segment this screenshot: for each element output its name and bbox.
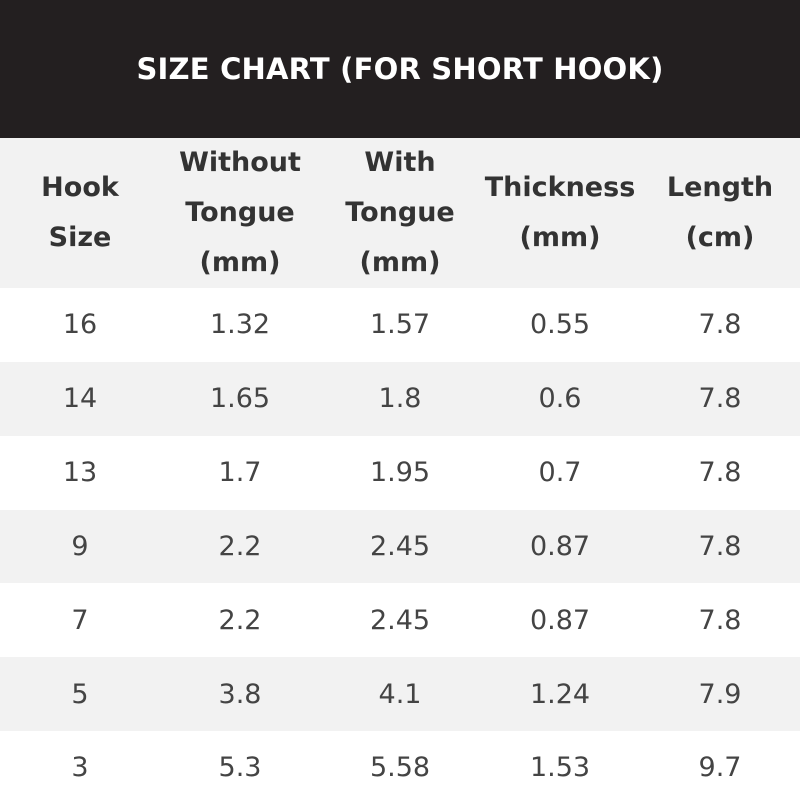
- title-bar: SIZE CHART (FOR SHORT HOOK): [0, 0, 800, 138]
- column-header-line: (cm): [685, 222, 755, 253]
- table-cell: 7.9: [698, 678, 742, 710]
- table-cell: 7.8: [698, 457, 742, 489]
- table-cell: 9.7: [698, 752, 742, 784]
- column-header-line: Tongue: [345, 197, 455, 228]
- table-cell: 2.2: [218, 604, 262, 636]
- column-header: Hook Size: [0, 138, 160, 288]
- table-row: 16 1.32 1.57 0.55 7.8: [0, 288, 800, 362]
- table-cell: 4.1: [378, 678, 422, 710]
- column-header: With Tongue (mm): [320, 138, 480, 288]
- table-cell: 0.6: [538, 383, 582, 415]
- table-cell: 1.7: [218, 457, 262, 489]
- column-header-line: With: [364, 147, 436, 178]
- table-row: 14 1.65 1.8 0.6 7.8: [0, 361, 800, 436]
- table-cell: 0.7: [538, 457, 582, 489]
- table-cell: 9: [71, 530, 89, 562]
- table-cell: 7: [71, 604, 89, 636]
- column-header-line: Thickness: [484, 172, 636, 203]
- table-cell: 2.2: [218, 530, 262, 562]
- table-row: 9 2.2 2.45 0.87 7.8: [0, 509, 800, 584]
- table-row: 3 5.3 5.58 1.53 9.7: [0, 731, 800, 805]
- size-table: Hook Size Without Tongue (mm) With Tongue (mm) T…: [0, 138, 800, 805]
- table-row: 13 1.7 1.95 0.7 7.8: [0, 435, 800, 510]
- column-header-line: Size: [48, 222, 112, 253]
- table-cell: 14: [62, 383, 98, 415]
- column-header-line: Hook: [41, 172, 119, 203]
- table-cell: 1.53: [529, 752, 591, 784]
- header-row: Hook Size Without Tongue (mm) With Tongue (mm) T…: [0, 138, 800, 288]
- table-cell: 16: [62, 309, 98, 341]
- table-cell: 1.8: [378, 383, 422, 415]
- column-header-line: (mm): [359, 247, 441, 278]
- table-cell: 1.24: [529, 678, 591, 710]
- table-cell: 7.8: [698, 383, 742, 415]
- table-row: 5 3.8 4.1 1.24 7.9: [0, 657, 800, 732]
- table-cell: 1.95: [369, 457, 431, 489]
- column-header-line: (mm): [199, 247, 281, 278]
- table-cell: 7.8: [698, 530, 742, 562]
- table-cell: 2.45: [369, 604, 431, 636]
- column-header-line: Without: [179, 147, 301, 178]
- table-cell: 7.8: [698, 604, 742, 636]
- column-header-line: Tongue: [185, 197, 295, 228]
- column-header: Without Tongue (mm): [160, 138, 320, 288]
- table-cell: 1.32: [209, 309, 271, 341]
- table-row: 7 2.2 2.45 0.87 7.8: [0, 583, 800, 658]
- column-header: Length (cm): [640, 138, 800, 288]
- table-cell: 7.8: [698, 309, 742, 341]
- column-header-line: Length: [666, 172, 774, 203]
- table-cell: 3: [71, 752, 89, 784]
- table-cell: 1.65: [209, 383, 271, 415]
- table-cell: 0.55: [529, 309, 591, 341]
- table-cell: 3.8: [218, 678, 262, 710]
- column-header-line: (mm): [519, 222, 601, 253]
- column-header: Thickness (mm): [480, 138, 640, 288]
- table-cell: 2.45: [369, 530, 431, 562]
- table-cell: 0.87: [529, 604, 591, 636]
- table-cell: 5: [71, 678, 89, 710]
- table-cell: 5.3: [218, 752, 262, 784]
- table-cell: 1.57: [369, 309, 431, 341]
- page-title: SIZE CHART (FOR SHORT HOOK): [136, 52, 664, 86]
- table-cell: 13: [62, 457, 98, 489]
- table-cell: 5.58: [369, 752, 431, 784]
- table-cell: 0.87: [529, 530, 591, 562]
